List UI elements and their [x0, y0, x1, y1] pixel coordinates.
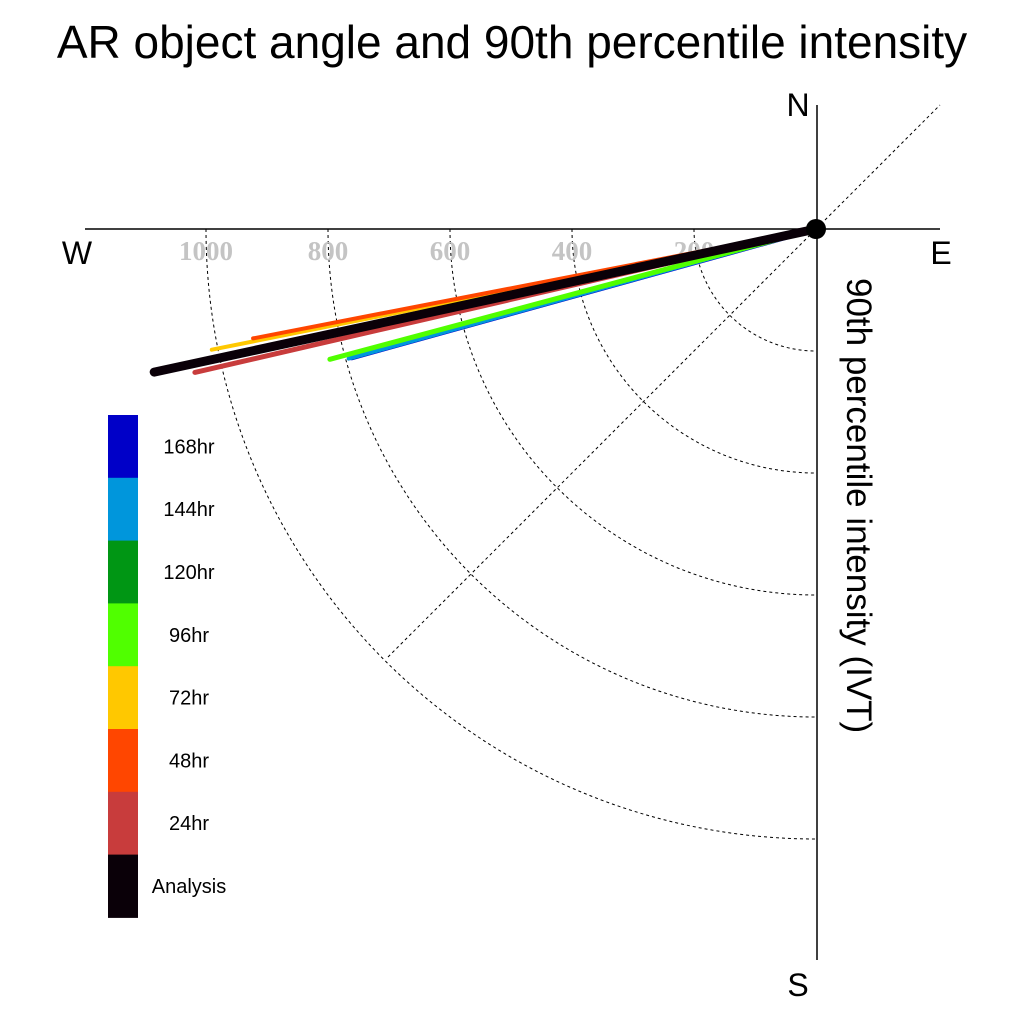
tick-label-1000: 1000 [179, 236, 233, 266]
vector-analysis [149, 224, 821, 377]
compass-east: E [930, 235, 951, 271]
legend-label-48hr: 48hr [169, 750, 209, 772]
legend-label-120hr: 120hr [163, 562, 214, 584]
diagonal-guide-line [387, 104, 941, 658]
series-vectors [149, 224, 821, 377]
legend-swatch-96hr [108, 603, 138, 667]
legend-swatch-24hr [108, 791, 138, 856]
compass-north: N [786, 87, 809, 123]
tick-label-800: 800 [308, 236, 349, 266]
tick-label-600: 600 [430, 236, 471, 266]
legend-swatch-analysis [108, 854, 138, 918]
compass-west: W [62, 235, 93, 271]
legend-label-72hr: 72hr [169, 688, 209, 710]
legend: 168hr 144hr 120hr 96hr 72hr 48hr 24hr Analysis [108, 415, 226, 918]
radial-tick-labels: 2004006008001000 [179, 236, 714, 266]
legend-label-24hr: 24hr [169, 813, 209, 835]
tick-label-400: 400 [552, 236, 593, 266]
legend-swatch-48hr [108, 729, 138, 793]
radial-axis-label: 90th percentile intensity (IVT) [839, 278, 878, 733]
legend-swatch-144hr [108, 477, 138, 542]
grid-ring-600 [449, 228, 817, 596]
legend-swatch-120hr [108, 540, 138, 604]
legend-label-144hr: 144hr [163, 499, 214, 521]
grid-ring-800 [327, 228, 817, 718]
legend-label-168hr: 168hr [163, 436, 214, 458]
legend-label-96hr: 96hr [169, 625, 209, 647]
legend-swatch-168hr [108, 415, 138, 479]
chart-title: AR object angle and 90th percentile inte… [57, 16, 967, 68]
legend-label-analysis: Analysis [152, 876, 226, 898]
legend-swatch-72hr [108, 666, 138, 730]
origin-marker [806, 219, 826, 239]
compass-south: S [787, 967, 808, 1003]
grid-ring-1000 [205, 228, 817, 840]
